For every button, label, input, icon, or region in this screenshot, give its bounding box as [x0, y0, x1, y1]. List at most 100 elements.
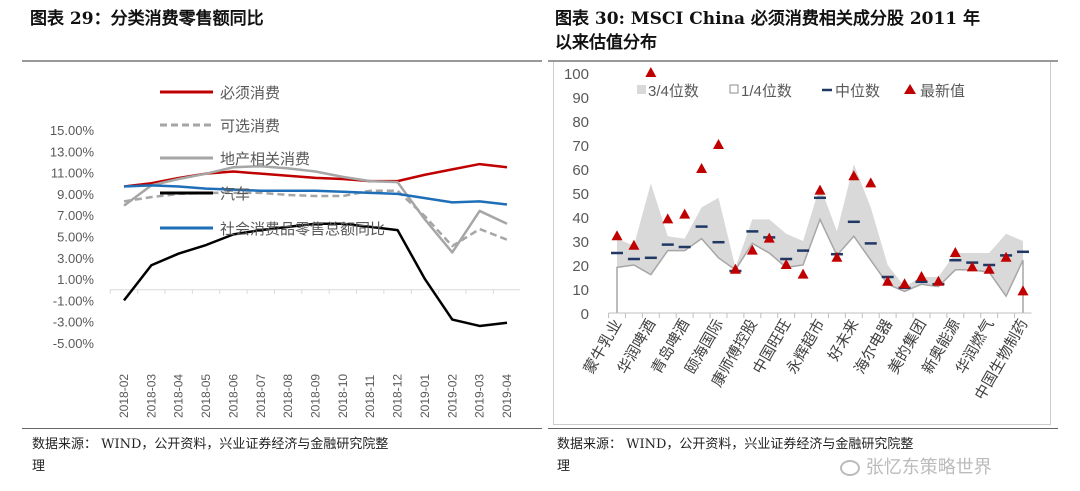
x-tick-label: 好未来	[825, 317, 862, 364]
y-tick-label: 11.00%	[51, 166, 95, 181]
legend-label: 最新值	[920, 83, 965, 100]
legend-label: 汽车	[220, 186, 250, 203]
y-tick-label: 80	[572, 114, 589, 131]
legend-label: 社会消费品零售总额同比	[220, 221, 385, 238]
y-tick-label: -5.00%	[53, 336, 95, 351]
latest-marker	[746, 244, 758, 255]
x-tick-label: 2018-02	[117, 374, 131, 418]
right-chart-title-line2: 以来估值分布	[555, 33, 657, 53]
q1-line	[616, 217, 1024, 313]
latest-marker	[932, 275, 944, 286]
left-chart-title: 图表 29：分类消费零售额同比	[30, 9, 264, 29]
y-tick-label: 30	[572, 234, 589, 251]
y-tick-label: 100	[564, 66, 589, 83]
x-tick-label: 2018-11	[363, 375, 377, 418]
legend-swatch-latest	[904, 84, 916, 94]
legend-label: 地产相关消费	[220, 151, 310, 168]
latest-marker	[662, 213, 674, 224]
y-tick-label: 0	[581, 306, 589, 323]
latest-marker	[713, 139, 724, 149]
latest-marker	[814, 184, 826, 195]
latest-marker	[899, 278, 911, 289]
y-tick-label: 3.00%	[57, 251, 94, 266]
y-tick-label: 90	[572, 90, 589, 107]
latest-marker	[831, 251, 843, 262]
left-footer-rule	[22, 428, 542, 429]
y-tick-label: 50	[572, 186, 589, 203]
latest-marker	[679, 208, 691, 219]
x-tick-label: 2019-02	[445, 374, 459, 418]
latest-marker	[763, 232, 775, 243]
x-tick-label: 2018-06	[226, 374, 240, 418]
right-chart-frame	[553, 62, 1051, 425]
series-line-0	[123, 162, 508, 188]
wechat-icon	[840, 460, 860, 476]
latest-marker	[645, 67, 657, 77]
right-source-note: 数据来源： WIND，公开资料，兴业证券经济与金融研究院整 理	[557, 434, 913, 478]
legend-label: 中位数	[835, 83, 880, 100]
watermark-text: 张忆东策略世界	[865, 457, 992, 478]
y-tick-label: 13.00%	[50, 144, 95, 159]
left-line-chart: 15.00% 13.00% 11.00% 9.00% 7.00% 5.00% 3.00% 1.…	[50, 85, 520, 418]
latest-marker	[780, 259, 792, 269]
legend-swatch-q1	[729, 84, 739, 94]
x-tick-label: 2018-08	[281, 374, 295, 418]
legend-label: 必须消费	[220, 85, 280, 102]
right-top-rule	[548, 60, 1058, 62]
y-tick-label: 5.00%	[57, 230, 94, 245]
x-tick-label: 2018-03	[144, 374, 158, 418]
latest-marker	[1000, 251, 1012, 262]
latest-marker	[966, 261, 978, 272]
left-top-rule	[22, 60, 542, 62]
latest-marker	[628, 239, 640, 250]
x-tick-label: 2019-04	[500, 374, 514, 418]
latest-marker	[983, 263, 995, 274]
latest-marker	[1017, 285, 1029, 296]
legend-label: 可选消费	[220, 118, 280, 135]
latest-marker	[949, 247, 961, 257]
series-line-4	[123, 184, 508, 206]
series-line-1	[123, 189, 508, 248]
x-tick-label: 2018-07	[254, 374, 268, 418]
x-tick-label: 2018-05	[199, 374, 213, 418]
latest-marker	[865, 177, 877, 188]
y-tick-label: 7.00%	[57, 208, 94, 223]
latest-marker	[729, 263, 741, 274]
y-tick-label: 70	[572, 138, 589, 155]
right-valuation-chart: 0102030405060708090100蒙牛乳业华润啤酒青岛啤酒颐海国际康师…	[564, 66, 1031, 403]
left-source-note: 数据来源： WIND，公开资料，兴业证券经济与金融研究院整 理	[32, 434, 388, 478]
series-line-3	[123, 222, 508, 328]
latest-marker	[696, 163, 708, 173]
x-tick-label: 2019-01	[418, 374, 432, 418]
x-tick-label: 2018-09	[309, 374, 323, 418]
y-tick-label: 40	[572, 210, 589, 227]
right-source-line1: 数据来源： WIND，公开资料，兴业证券经济与金融研究院整	[557, 437, 914, 452]
left-source-line1: 数据来源： WIND，公开资料，兴业证券经济与金融研究院整	[32, 437, 389, 452]
right-source-line2: 理	[557, 459, 571, 474]
right-chart-title-line1: 图表 30: MSCI China 必须消费相关成分股 2011 年	[555, 9, 981, 29]
watermark: 张忆东策略世界	[840, 457, 992, 479]
legend-swatch-q3	[637, 85, 646, 94]
x-tick-label: 2018-04	[172, 374, 186, 418]
y-tick-label: 9.00%	[57, 187, 94, 202]
y-tick-label: 10	[572, 282, 589, 299]
x-tick-label: 2018-10	[336, 374, 350, 418]
y-tick-label: 20	[572, 258, 589, 275]
legend-label: 1/4位数	[741, 83, 792, 100]
legend-label: 3/4位数	[648, 83, 699, 100]
series-line-2	[123, 164, 508, 254]
latest-marker	[916, 271, 927, 281]
right-footer-rule	[548, 428, 1058, 429]
y-tick-label: 60	[572, 162, 589, 179]
y-tick-label: -1.00%	[53, 293, 95, 308]
y-tick-label: -3.00%	[53, 315, 95, 330]
latest-marker	[848, 170, 860, 181]
x-tick-label: 2018-12	[391, 374, 405, 418]
x-tick-label: 2019-03	[473, 374, 487, 418]
latest-marker	[882, 275, 894, 286]
latest-marker	[611, 230, 623, 241]
y-tick-label: 1.00%	[57, 272, 94, 287]
latest-marker	[797, 268, 809, 279]
y-tick-label: 15.00%	[50, 123, 95, 138]
